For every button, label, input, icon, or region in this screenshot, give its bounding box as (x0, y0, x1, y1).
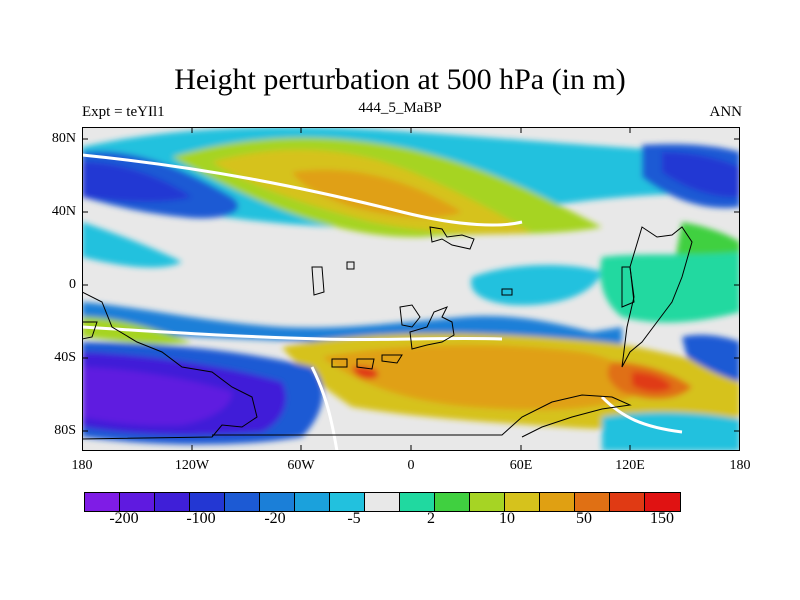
colorbar (84, 492, 681, 512)
colorbar-box (400, 493, 435, 511)
lat-tick-40s: 40S (54, 350, 76, 365)
lon-tick-120w: 120W (174, 458, 210, 473)
colorbar-label: -100 (186, 510, 216, 527)
colorbar-box (540, 493, 575, 511)
colorbar-label: 10 (499, 510, 515, 527)
lat-tick-80n: 80N (51, 131, 76, 146)
colorbar-box (295, 493, 330, 511)
lat-tick-0: 0 (69, 277, 76, 292)
colorbar-box (575, 493, 610, 511)
lat-tick-40n: 40N (51, 204, 76, 219)
colorbar-box (365, 493, 400, 511)
lon-tick-120e: 120E (615, 458, 645, 473)
colorbar-box (120, 493, 155, 511)
colorbar-box (190, 493, 225, 511)
lat-tick-80s: 80S (54, 423, 76, 438)
colorbar-box (645, 493, 680, 511)
experiment-label: Expt = teYIl1 (82, 104, 165, 120)
colorbar-box (330, 493, 365, 511)
colorbar-label: 50 (576, 510, 592, 527)
colorbar-box (505, 493, 540, 511)
lon-tick-0: 0 (407, 458, 415, 473)
colorbar-box (470, 493, 505, 511)
lon-tick-60w: 60W (287, 458, 315, 473)
colorbar-box (260, 493, 295, 511)
colorbar-box (610, 493, 645, 511)
coastlines (82, 226, 693, 440)
colorbar-label: 150 (650, 510, 674, 527)
colorbar-label: -20 (264, 510, 286, 527)
colorbar-box (155, 493, 190, 511)
colorbar-label: 2 (427, 510, 435, 527)
colorbar-label: -5 (347, 510, 361, 527)
plot-title: Height perturbation at 500 hPa (in m) (174, 63, 626, 96)
colorbar-box (85, 493, 120, 511)
height-perturbation-map (82, 127, 740, 451)
lon-tick-180e: 180 (729, 458, 751, 473)
case-label: 444_5_MaBP (358, 100, 442, 116)
colorbar-box (225, 493, 260, 511)
lon-tick-60e: 60E (509, 458, 533, 473)
season-label: ANN (709, 104, 743, 120)
colorbar-box (435, 493, 470, 511)
contour-fills (82, 127, 740, 451)
colorbar-label: -200 (109, 510, 139, 527)
lon-tick-180w: 180 (71, 458, 93, 473)
zero-contours (82, 153, 683, 451)
tick-marks (82, 127, 740, 451)
